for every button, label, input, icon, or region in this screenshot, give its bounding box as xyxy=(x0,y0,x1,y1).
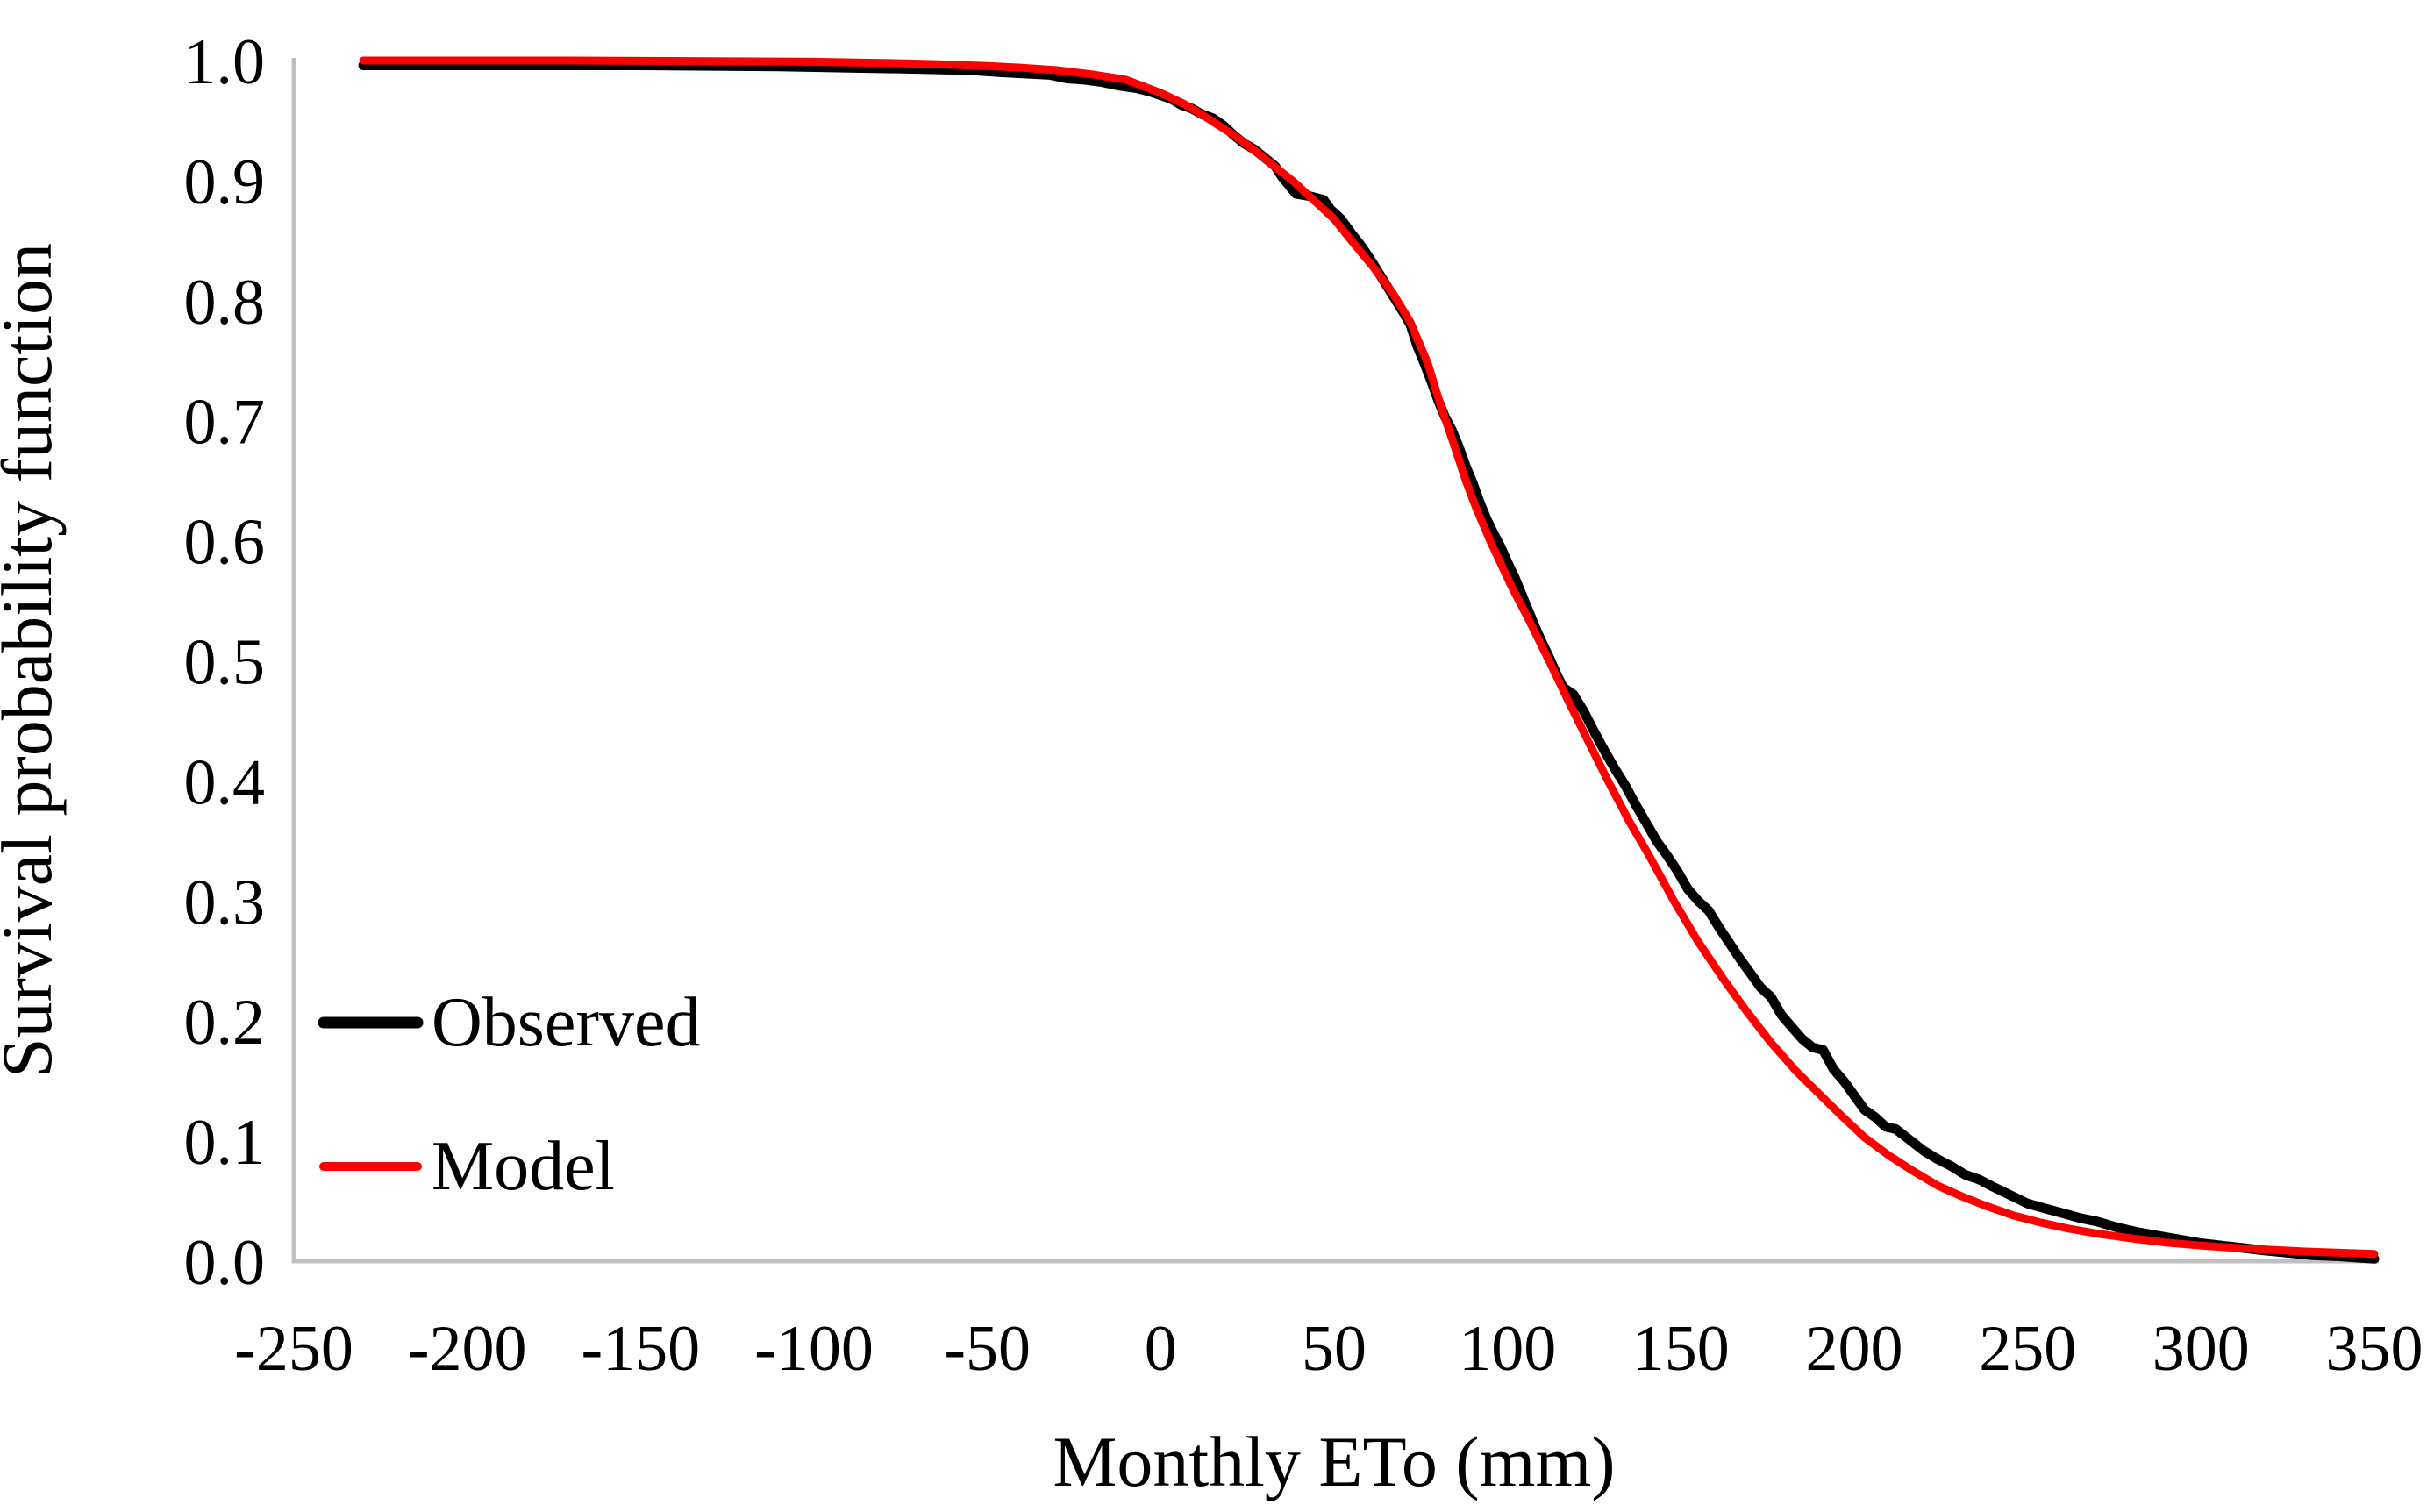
x-tick-label--150: -150 xyxy=(581,1313,700,1385)
x-tick-label-0: 0 xyxy=(1145,1313,1177,1385)
x-tick-label-350: 350 xyxy=(2326,1313,2423,1385)
x-tick-label--250: -250 xyxy=(234,1313,353,1385)
x-axis-title: Monthly ETo (mm) xyxy=(1053,1422,1615,1501)
y-tick-label-0.0: 0.0 xyxy=(184,1227,266,1299)
x-tick-label-300: 300 xyxy=(2152,1313,2250,1385)
y-tick-label-1.0: 1.0 xyxy=(184,26,266,98)
x-tick-label-250: 250 xyxy=(1979,1313,2076,1385)
x-tick-label-150: 150 xyxy=(1632,1313,1730,1385)
y-tick-label-0.6: 0.6 xyxy=(184,507,266,579)
x-tick-label--100: -100 xyxy=(754,1313,874,1385)
x-axis-tick-labels: -250 -200 -150 -100 -50 0 50 100 150 200 250 300 350 xyxy=(234,1313,2423,1385)
y-tick-label-0.9: 0.9 xyxy=(184,146,266,218)
y-axis-tick-labels: 1.0 0.9 0.8 0.7 0.6 0.5 0.4 0.3 0.2 0.1 0.0 xyxy=(184,26,266,1299)
legend: Observed Model xyxy=(318,984,701,1205)
x-tick-label--200: -200 xyxy=(408,1313,527,1385)
observed-series-line xyxy=(358,61,2380,1264)
x-tick-label--50: -50 xyxy=(944,1313,1031,1385)
x-tick-label-200: 200 xyxy=(1806,1313,1903,1385)
y-axis-title: Survival probability function xyxy=(0,243,67,1078)
y-tick-label-0.2: 0.2 xyxy=(184,987,266,1059)
series-layer xyxy=(358,56,2380,1264)
y-tick-label-0.7: 0.7 xyxy=(184,387,266,459)
y-tick-label-0.1: 0.1 xyxy=(184,1107,266,1179)
y-tick-label-0.3: 0.3 xyxy=(184,867,266,938)
legend-observed-label: Observed xyxy=(432,984,701,1061)
x-tick-label-50: 50 xyxy=(1302,1313,1367,1385)
y-tick-label-0.8: 0.8 xyxy=(184,267,266,339)
y-tick-label-0.4: 0.4 xyxy=(184,746,266,818)
x-tick-label-100: 100 xyxy=(1459,1313,1556,1385)
model-series-line xyxy=(359,56,2379,1259)
y-tick-label-0.5: 0.5 xyxy=(184,627,266,699)
legend-model-label: Model xyxy=(432,1128,615,1205)
